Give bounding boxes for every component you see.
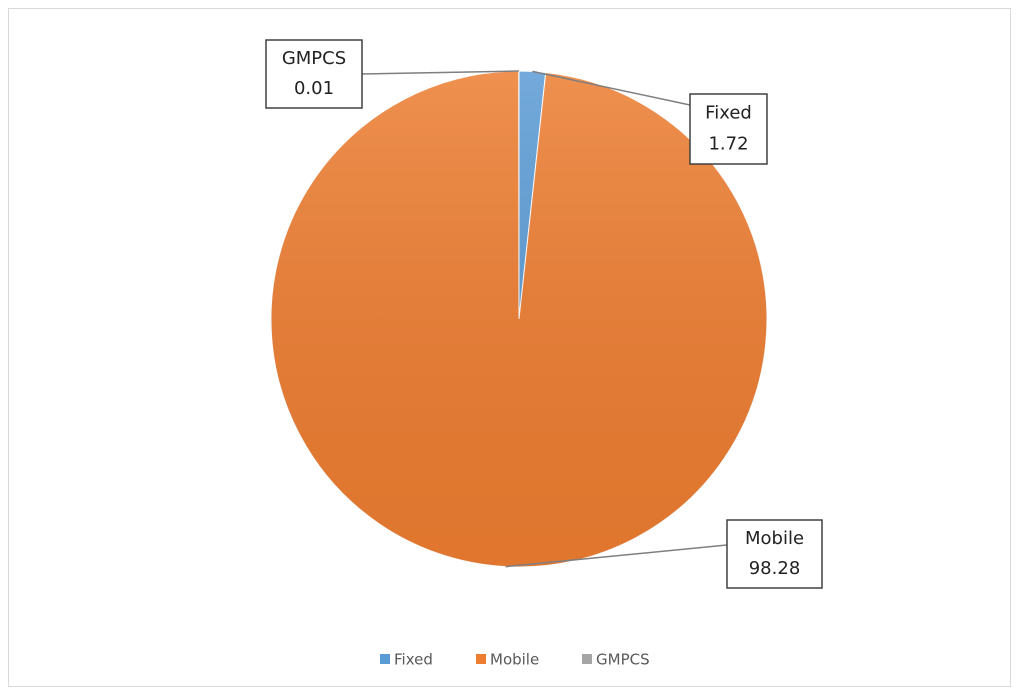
legend-swatch: [476, 654, 486, 664]
data-label-name: Fixed: [705, 103, 752, 124]
legend-swatch: [582, 654, 592, 664]
legend-label: Fixed: [394, 651, 433, 669]
leader-line: [361, 70, 519, 75]
legend-label: Mobile: [490, 651, 539, 669]
data-label-box: [689, 93, 768, 165]
data-label-value: 98.28: [749, 558, 801, 579]
data-label-name: GMPCS: [282, 48, 346, 69]
data-label-box: [726, 519, 823, 589]
legend-label: GMPCS: [596, 651, 650, 669]
leader-line: [532, 70, 691, 106]
data-label-box: [265, 39, 363, 109]
leader-line: [505, 544, 728, 568]
legend-swatch: [380, 654, 390, 664]
data-label-value: 1.72: [708, 133, 748, 154]
data-label-value: 0.01: [294, 78, 334, 99]
data-label-name: Mobile: [745, 528, 804, 549]
